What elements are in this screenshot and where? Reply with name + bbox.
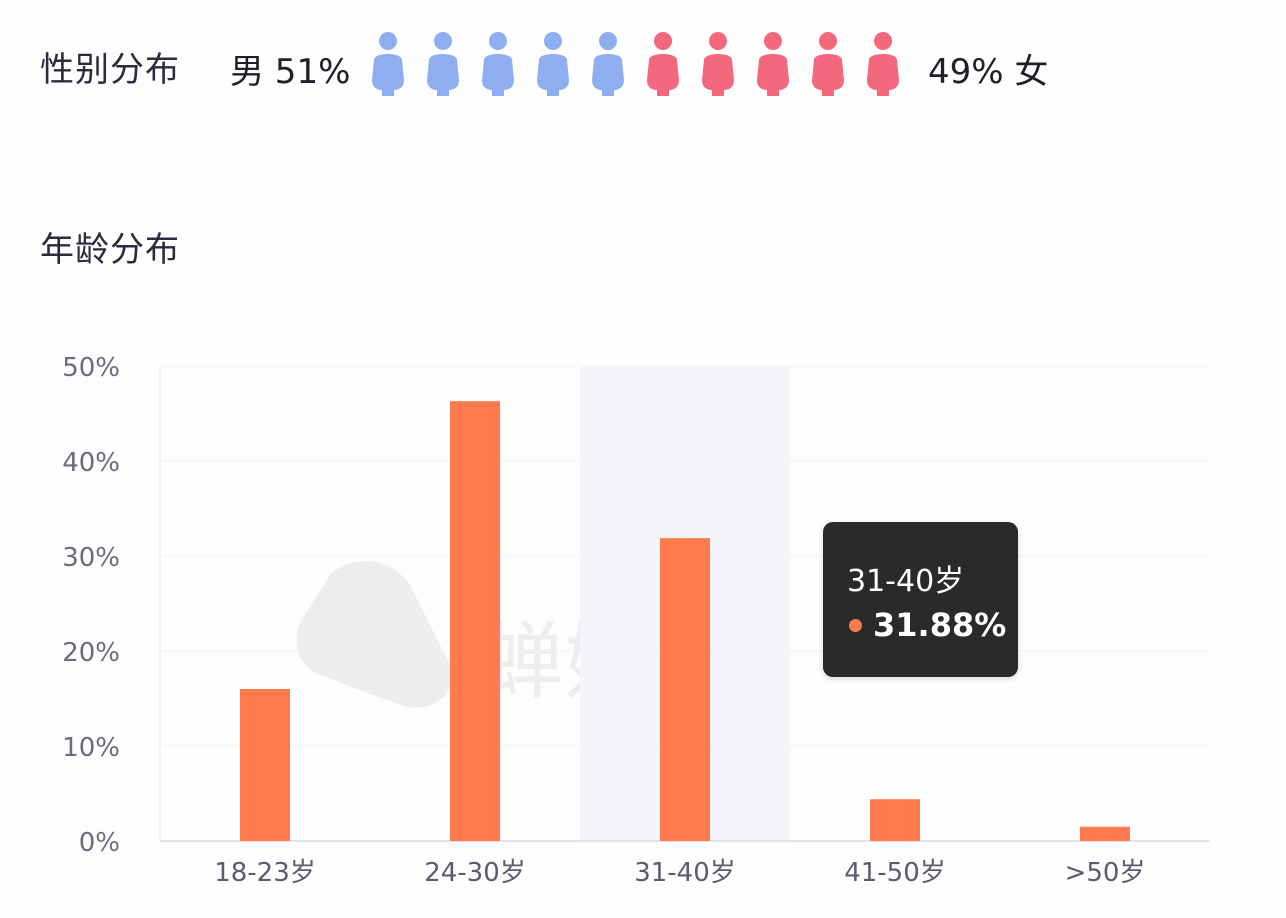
y-tick-label: 20% [62,638,120,668]
y-tick-label: 0% [79,828,120,858]
x-tick-label: 24-30岁 [424,858,526,888]
bar-4[interactable] [870,799,920,841]
bar-5[interactable] [1080,826,1130,841]
chart-tooltip: 31-40岁 31.88% [823,522,1018,677]
bar-1[interactable] [240,689,290,841]
age-section-title: 年龄分布 [40,230,180,270]
female-person-icon [757,32,789,96]
male-person-icon [482,32,514,96]
y-axis-ticks: 0% 10% 20% 30% 40% 50% [62,353,120,858]
gender-section-title: 性别分布 [40,50,180,90]
y-tick-label: 30% [62,543,120,573]
x-tick-label: >50岁 [1065,858,1146,888]
x-tick-label: 31-40岁 [634,858,736,888]
x-axis-ticks: 18-23岁 24-30岁 31-40岁 41-50岁 >50岁 [214,858,1145,888]
chart-bars [240,401,1130,841]
y-tick-label: 10% [62,733,120,763]
female-person-icon [812,32,844,96]
bar-3[interactable] [660,538,710,841]
female-person-icon [647,32,679,96]
female-person-icon [702,32,734,96]
y-tick-label: 50% [62,353,120,383]
male-person-icon [537,32,569,96]
male-person-icon [372,32,404,96]
bar-2[interactable] [450,401,500,841]
x-tick-label: 18-23岁 [214,858,316,888]
tooltip-series-dot [849,619,862,632]
male-person-icon [592,32,624,96]
male-percentage-label: 男 51% [230,52,351,92]
female-percentage-label: 49% 女 [928,52,1049,92]
tooltip-value: 31.88% [873,606,1007,644]
tooltip-category: 31-40岁 [847,564,965,599]
female-person-icon [867,32,899,96]
x-tick-label: 41-50岁 [844,858,946,888]
male-person-icon [427,32,459,96]
gender-distribution-row: 男 51% 49% 女 [0,30,1286,110]
y-tick-label: 40% [62,448,120,478]
